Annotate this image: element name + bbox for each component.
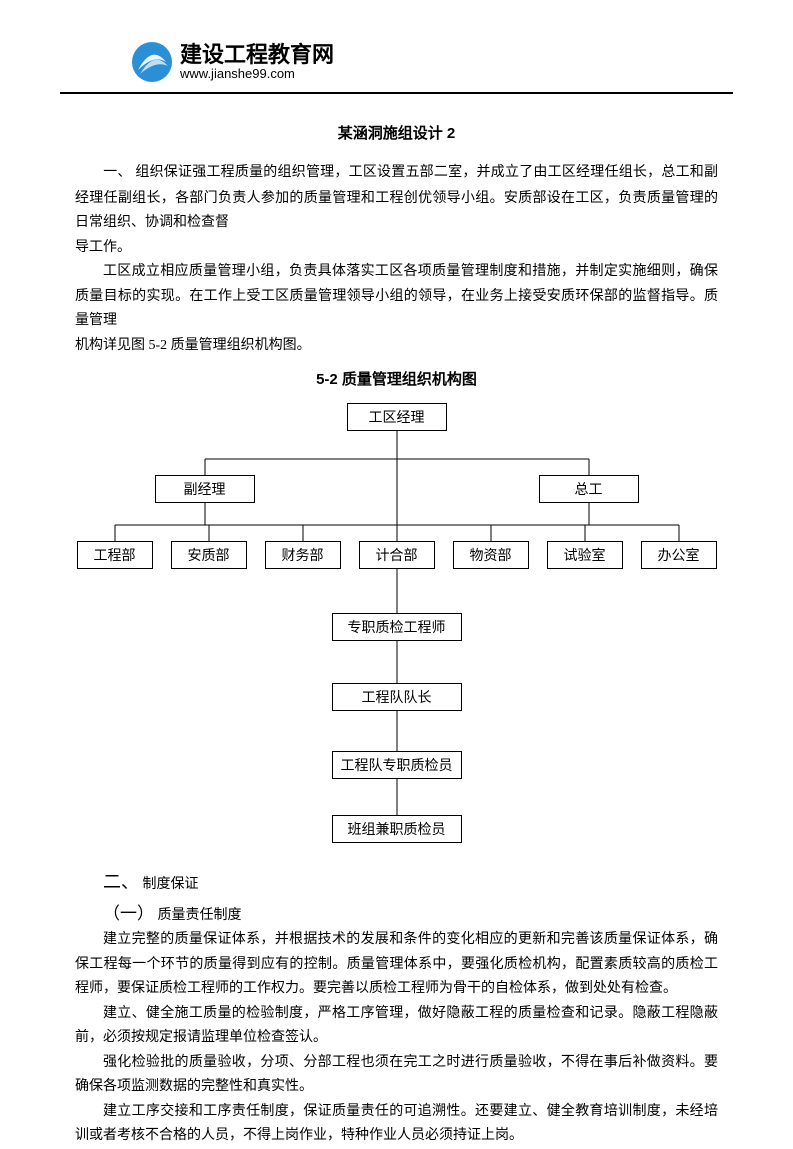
para-3: 建立完整的质量保证体系，并根据技术的发展和条件的变化相应的更新和完善该质量保证体… (75, 928, 718, 1002)
para-1b: 导工作。 (75, 236, 718, 261)
para-1d: 机构详见图 5-2 质量管理组织机构图。 (75, 334, 718, 359)
subsection-2-1-text: 质量责任制度 (158, 908, 242, 923)
node-chief-engineer: 总工 (539, 475, 639, 503)
brand-text: 建设工程教育网 www.jianshe99.com (180, 43, 334, 81)
node-team-leader: 工程队队长 (332, 683, 462, 711)
node-qc-engineer: 专职质检工程师 (332, 613, 462, 641)
node-team-qc: 工程队专职质检员 (332, 751, 462, 779)
chart-title: 5-2 质量管理组织机构图 (75, 368, 718, 389)
brand-title: 建设工程教育网 (180, 43, 334, 67)
node-dept-3: 财务部 (265, 541, 341, 569)
section-number-2: 二、 (103, 872, 139, 892)
node-dept-5: 物资部 (453, 541, 529, 569)
para-4: 建立、健全施工质量的检验制度，严格工序管理，做好隐蔽工程的质量检查和记录。隐蔽工… (75, 1002, 718, 1051)
node-dept-1: 工程部 (77, 541, 153, 569)
node-dept-6: 试验室 (547, 541, 623, 569)
para-5: 强化检验批的质量验收，分项、分部工程也须在完工之时进行质量验收，不得在事后补做资… (75, 1051, 718, 1100)
brand-logo-icon (130, 40, 174, 84)
node-vice-manager: 副经理 (155, 475, 255, 503)
section-2-text: 制度保证 (143, 877, 199, 892)
para-1a: 一、 组织保证强工程质量的组织管理，工区设置五部二室，并成立了由工区经理任组长，… (75, 155, 718, 236)
para-6: 建立工序交接和工序责任制度，保证质量责任的可追溯性。还要建立、健全教育培训制度，… (75, 1100, 718, 1149)
para-1c: 工区成立相应质量管理小组，负责具体落实工区各项质量管理制度和措施，并制定实施细则… (75, 260, 718, 334)
document-body: 某涵洞施组设计 2 一、 组织保证强工程质量的组织管理，工区设置五部二室，并成立… (0, 122, 793, 1149)
subsection-number-2-1: （一） (103, 904, 154, 923)
node-top: 工区经理 (347, 403, 447, 431)
node-dept-4: 计合部 (359, 541, 435, 569)
section-2-heading: 二、 制度保证 (75, 867, 718, 899)
page-header: 建设工程教育网 www.jianshe99.com (60, 0, 733, 94)
node-dept-7: 办公室 (641, 541, 717, 569)
document-title: 某涵洞施组设计 2 (75, 122, 718, 143)
subsection-2-1-heading: （一） 质量责任制度 (75, 899, 718, 929)
node-group-qc: 班组兼职质检员 (332, 815, 462, 843)
para-1a-text: 一、 组织保证强工程质量的组织管理，工区设置五部二室，并成立了由工区经理任组长，… (75, 165, 718, 230)
node-dept-2: 安质部 (171, 541, 247, 569)
org-chart: 工区经理 副经理 总工 工程部 安质部 财务部 计合部 物资部 试验室 办公室 … (77, 403, 717, 843)
brand-url: www.jianshe99.com (180, 67, 334, 81)
